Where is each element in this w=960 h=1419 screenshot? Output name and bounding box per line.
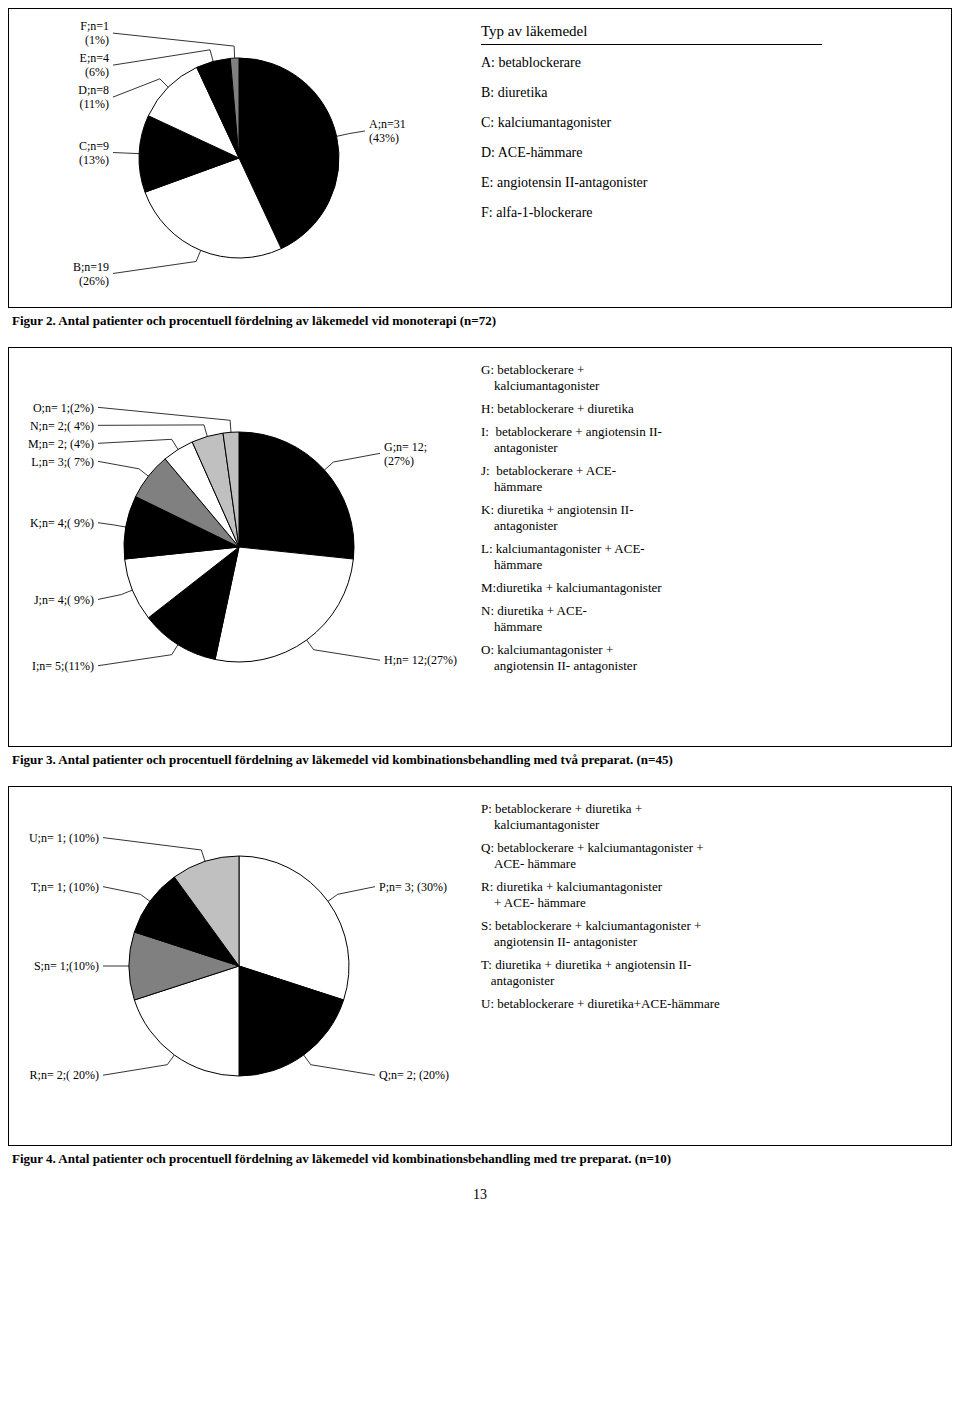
html-text:B: diuretika: B: diuretika: [481, 85, 548, 100]
html-text:H: betablockerare + diuretika: H: betablockerare + diuretika: [481, 401, 634, 416]
svg-text:T;n= 1; (10%): T;n= 1; (10%): [31, 880, 99, 894]
svg-text:H;n= 12;(27%): H;n= 12;(27%): [384, 653, 457, 667]
html-text:L: kalciumantagonister + ACE-: L: kalciumantagonister + ACE- hämmare: [481, 541, 645, 572]
svg-text:N;n= 2;( 4%): N;n= 2;( 4%): [30, 419, 94, 433]
svg-text:S;n= 1;(10%): S;n= 1;(10%): [34, 959, 99, 973]
svg-text:E;n=4(6%): E;n=4(6%): [80, 51, 109, 79]
html-text:G: betablockerare + kalciumant: G: betablockerare + kalciumantagonister: [481, 362, 600, 393]
svg-text:M;n= 2; (4%): M;n= 2; (4%): [28, 437, 94, 451]
svg-text:D;n=8(11%): D;n=8(11%): [78, 83, 109, 111]
svg-text:O;n= 1;(2%): O;n= 1;(2%): [33, 401, 94, 415]
html-text:K: diuretika + angiotensin II-: K: diuretika + angiotensin II- antagonis…: [481, 502, 634, 533]
svg-text:C;n=9(13%): C;n=9(13%): [79, 139, 109, 167]
html-text:J: betablockerare + ACE- hämma: J: betablockerare + ACE- hämmare: [481, 463, 617, 494]
svg-text:I;n= 5;(11%): I;n= 5;(11%): [32, 659, 94, 673]
svg-text:G;n= 12;(27%): G;n= 12;(27%): [384, 440, 427, 468]
html-text:A: betablockerare: A: betablockerare: [481, 55, 581, 70]
html-text:Q: betablockerare + kalciumant: Q: betablockerare + kalciumantagonister …: [481, 840, 704, 871]
html-text:P: betablockerare + diuretika: P: betablockerare + diuretika + kalciuma…: [481, 801, 643, 832]
html-text:13: 13: [473, 1187, 487, 1202]
html-text:I: betablockerare + angiotensi: I: betablockerare + angiotensin II- anta…: [481, 424, 662, 455]
svg-text:K;n= 4;( 9%): K;n= 4;( 9%): [30, 516, 94, 530]
html-text:T: diuretika + diuretika + ang: T: diuretika + diuretika + angiotensin I…: [481, 957, 692, 988]
svg-text:F;n=1(1%): F;n=1(1%): [80, 19, 109, 47]
svg-text:U;n= 1; (10%): U;n= 1; (10%): [29, 831, 99, 845]
html-text:Figur 2. Antal patienter och p: Figur 2. Antal patienter och procentuell…: [12, 313, 497, 328]
svg-text:A;n=31(43%): A;n=31(43%): [369, 117, 406, 145]
html-text:S: betablockerare + kalciumant: S: betablockerare + kalciumantagonister …: [481, 918, 702, 949]
svg-text:L;n= 3;( 7%): L;n= 3;( 7%): [31, 455, 94, 469]
html-text:Figur 3. Antal patienter och p: Figur 3. Antal patienter och procentuell…: [12, 752, 673, 767]
html-text:N: diuretika + ACE- hämmare: N: diuretika + ACE- hämmare: [481, 603, 587, 634]
html-text:U: betablockerare + diuretika+: U: betablockerare + diuretika+ACE-hämmar…: [481, 996, 720, 1011]
html-text:Figur 4. Antal patienter och p: Figur 4. Antal patienter och procentuell…: [12, 1151, 672, 1166]
html-text:R: diuretika + kalciumantagoni: R: diuretika + kalciumantagonister + ACE…: [481, 879, 662, 910]
svg-text:J;n= 4;( 9%): J;n= 4;( 9%): [34, 593, 94, 607]
svg-text:R;n= 2;( 20%): R;n= 2;( 20%): [30, 1068, 99, 1082]
html-text:F: alfa-1-blockerare: F: alfa-1-blockerare: [481, 205, 593, 220]
html-text:O: kalciumantagonister + angio: O: kalciumantagonister + angiotensin II-…: [481, 642, 637, 673]
html-text:M:diuretika + kalciumantagonis: M:diuretika + kalciumantagonister: [481, 580, 662, 595]
svg-text:B;n=19(26%): B;n=19(26%): [73, 260, 109, 288]
html-text:C: kalciumantagonister: C: kalciumantagonister: [481, 115, 612, 130]
html-text:D: ACE-hämmare: D: ACE-hämmare: [481, 145, 583, 160]
svg-text:P;n= 3; (30%): P;n= 3; (30%): [379, 880, 447, 894]
html-text:Typ av läkemedel: Typ av läkemedel: [481, 23, 588, 39]
svg-text:Q;n= 2; (20%): Q;n= 2; (20%): [379, 1068, 449, 1082]
html-text:E: angiotensin II-antagonister: E: angiotensin II-antagonister: [481, 175, 648, 190]
